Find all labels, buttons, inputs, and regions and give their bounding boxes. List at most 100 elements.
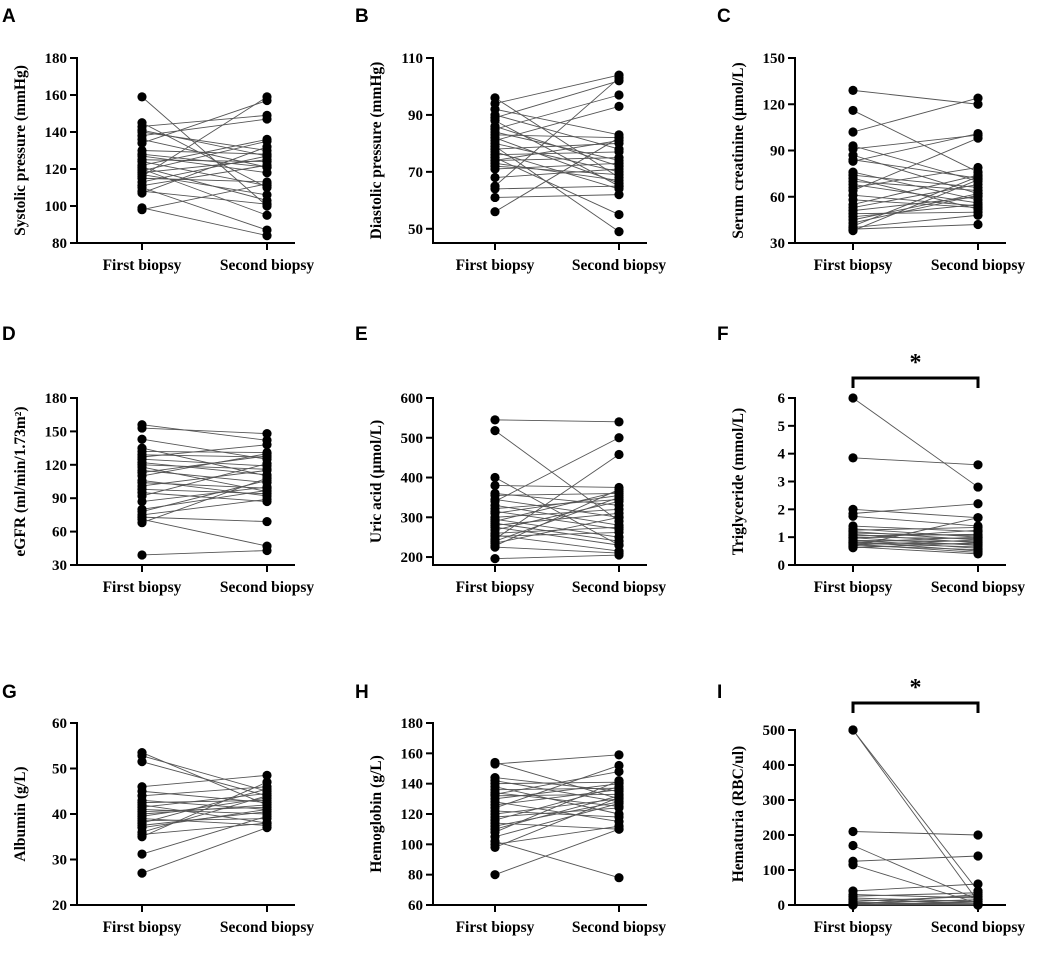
pair-line xyxy=(852,110,979,173)
x-category-label: First biopsy xyxy=(103,919,182,936)
pair-line xyxy=(494,531,620,537)
y-tick-label: 150 xyxy=(763,51,786,67)
pair-line xyxy=(141,159,268,174)
pair-line xyxy=(141,447,268,477)
pair-line xyxy=(494,105,620,141)
pair-line xyxy=(852,533,979,537)
y-tick-label: 2 xyxy=(778,502,786,518)
pair-line xyxy=(494,151,620,156)
pair-line xyxy=(141,463,268,497)
pair-line xyxy=(141,464,268,470)
data-point-first xyxy=(490,472,500,483)
pair-line xyxy=(141,793,268,808)
pair-line xyxy=(141,424,268,441)
pair-line xyxy=(852,193,979,221)
y-tick-label: 140 xyxy=(45,125,68,141)
pair-line xyxy=(141,155,268,174)
y-tick-label: 30 xyxy=(52,853,67,869)
data-point-second xyxy=(614,449,624,460)
x-category-label: Second biopsy xyxy=(931,579,1026,596)
pair-line xyxy=(852,89,979,105)
panel-a-letter: A xyxy=(2,6,16,27)
data-point-second xyxy=(973,896,983,907)
pair-line xyxy=(141,761,268,797)
y-tick-label: 140 xyxy=(401,777,424,793)
pair-line xyxy=(141,155,268,183)
pair-line xyxy=(852,515,979,527)
data-point-first xyxy=(137,92,147,102)
pair-line xyxy=(494,825,620,845)
data-point-second xyxy=(262,777,272,787)
pair-line xyxy=(494,534,620,552)
data-point-first xyxy=(848,85,858,95)
data-point-second xyxy=(973,210,983,220)
y-tick-label: 200 xyxy=(401,550,424,566)
y-tick-label: 60 xyxy=(408,898,423,914)
data-point-second xyxy=(262,784,272,794)
data-point-first xyxy=(490,480,500,491)
data-point-second xyxy=(262,494,272,504)
data-point-second xyxy=(262,168,272,178)
data-point-first xyxy=(848,393,858,403)
data-point-second xyxy=(614,776,624,786)
data-point-first xyxy=(137,832,147,842)
pair-line xyxy=(852,892,979,897)
data-point-first xyxy=(490,542,500,552)
pair-line xyxy=(852,174,979,188)
panel-c-letter: C xyxy=(717,6,731,27)
data-point-second xyxy=(262,231,272,241)
pair-line xyxy=(141,755,268,792)
data-point-first xyxy=(137,868,147,878)
pair-line xyxy=(494,771,620,795)
pair-line xyxy=(141,809,268,815)
pair-line xyxy=(852,546,979,555)
panel-f: F 0 1 2 3 4 5 6 First biopsy Second biopsy Triglyc… xyxy=(717,324,1025,596)
data-point-second xyxy=(614,760,624,771)
pair-line xyxy=(494,437,620,502)
pair-line xyxy=(494,80,620,119)
data-point-second xyxy=(973,549,983,559)
data-point-second xyxy=(973,851,983,861)
data-point-second xyxy=(262,770,272,780)
data-point-first xyxy=(490,164,500,174)
data-point-first xyxy=(848,226,858,236)
pair-line xyxy=(852,159,979,179)
data-point-first xyxy=(490,415,500,425)
pair-line xyxy=(141,469,268,487)
x-category-label: Second biopsy xyxy=(572,919,667,936)
data-point-second xyxy=(973,513,983,523)
panel-h-y-axis-title: Hemoglobin (g/L) xyxy=(368,755,385,873)
pair-line xyxy=(141,809,268,829)
data-point-second xyxy=(614,133,624,143)
panel-a: A 80 100 120 140 160 180 First biopsy Second bio… xyxy=(2,6,314,274)
y-tick-label: 120 xyxy=(763,97,786,113)
pair-line xyxy=(852,729,979,892)
pair-line xyxy=(141,168,268,216)
y-tick-label: 100 xyxy=(763,863,786,879)
data-point-second xyxy=(614,550,624,560)
pair-line xyxy=(852,855,979,862)
pair-line xyxy=(494,142,620,150)
pair-line xyxy=(141,138,268,166)
data-point-second xyxy=(262,179,272,189)
data-point-second xyxy=(614,101,624,111)
significance-star: * xyxy=(910,675,922,701)
pair-line xyxy=(494,518,620,538)
data-point-second xyxy=(973,162,983,173)
data-point-second xyxy=(973,499,983,509)
data-point-second xyxy=(973,889,983,900)
significance-star: * xyxy=(910,350,922,376)
data-point-first xyxy=(848,453,858,463)
data-point-second xyxy=(614,209,624,220)
pair-line xyxy=(852,224,979,230)
pair-line xyxy=(141,815,268,855)
data-point-first xyxy=(490,426,500,436)
pair-line xyxy=(494,157,620,215)
significance-bracket xyxy=(851,376,980,388)
data-point-second xyxy=(262,791,272,801)
data-point-second xyxy=(262,114,272,124)
data-point-second xyxy=(614,417,624,427)
pair-line xyxy=(141,138,268,168)
pair-line xyxy=(852,194,979,207)
y-tick-label: 90 xyxy=(52,491,67,507)
